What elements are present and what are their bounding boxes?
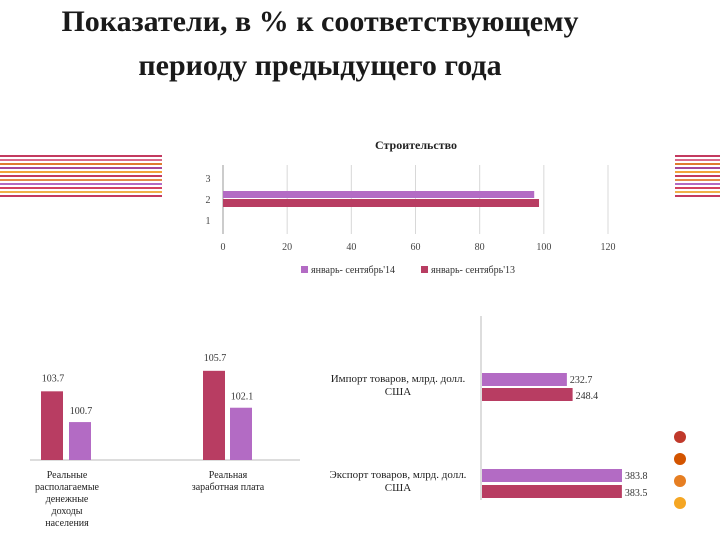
chart-3-data-label-2013: 383.5 <box>625 488 648 499</box>
chart-3-bar-2014 <box>482 373 567 386</box>
chart-1-x-tick-label: 80 <box>475 242 485 253</box>
stripe-line <box>0 159 162 161</box>
decorative-dot <box>674 431 686 443</box>
slide-title-line-1: Показатели, в % к соответствующему <box>61 5 579 38</box>
stripe-line <box>675 167 720 169</box>
stripe-line <box>0 179 162 181</box>
stripe-line <box>0 183 162 185</box>
chart-3-category-label: Экспорт товаров, млрд. долл. США <box>330 469 467 494</box>
slide-title: Показатели, в % к соответствующему перио… <box>0 0 640 88</box>
chart-2-data-label-2014: 102.1 <box>231 392 254 403</box>
stripe-line <box>0 187 162 189</box>
stripe-line <box>675 179 720 181</box>
chart-1-y-tick-label: 1 <box>206 216 211 227</box>
stripe-line <box>0 163 162 165</box>
stripe-line <box>675 195 720 197</box>
decorative-dot <box>674 453 686 465</box>
stripe-line <box>675 183 720 185</box>
stripe-line <box>0 171 162 173</box>
chart-1-legend-label-2014: январь- сентябрь'14 <box>311 265 395 276</box>
chart-1-x-tick-label: 40 <box>346 242 356 253</box>
chart-3-data-label-2013: 248.4 <box>576 391 599 402</box>
chart-2-data-label-2013: 103.7 <box>42 373 65 384</box>
decorative-dot <box>674 497 686 509</box>
chart-1-bar-2013 <box>223 199 540 207</box>
chart-1-x-tick-label: 20 <box>282 242 292 253</box>
chart-1-y-tick-label: 2 <box>206 195 211 206</box>
chart-3-data-label-2014: 383.8 <box>625 471 648 482</box>
chart-3-bar-2014 <box>482 469 622 482</box>
chart-2-category-label: Реальные располагаемые денежные доходы насел… <box>35 470 100 529</box>
stripe-line <box>675 191 720 193</box>
slide-title-line-2: периоду предыдущего года <box>138 49 502 82</box>
chart-1-x-tick-label: 60 <box>411 242 421 253</box>
stripe-line <box>0 195 162 197</box>
stripe-line <box>0 191 162 193</box>
decorative-stripes-left <box>0 155 162 200</box>
chart-1-y-tick-label: 3 <box>206 174 211 185</box>
chart-1-title: Строительство <box>375 138 457 152</box>
chart-1-bar-2014 <box>223 191 535 198</box>
chart-2-data-label-2013: 105.7 <box>204 353 227 364</box>
stripe-line <box>675 187 720 189</box>
chart-2-bar-2013 <box>203 370 225 460</box>
chart-2-category-label: Реальная заработная плата <box>192 470 265 493</box>
chart-2-bar-2014 <box>230 407 252 460</box>
chart-1-legend-label-2013: январь- сентябрь'13 <box>431 265 515 276</box>
stripe-line <box>675 175 720 177</box>
chart-1-x-tick-label: 100 <box>536 242 551 253</box>
decorative-dot <box>674 475 686 487</box>
decorative-stripes-right <box>675 155 720 200</box>
chart-3-category-label: Импорт товаров, млрд. долл. США <box>331 373 466 398</box>
chart-2-data-label-2014: 100.7 <box>70 406 93 417</box>
chart-1-x-tick-label: 0 <box>221 242 226 253</box>
chart-2-bar-2014 <box>69 422 91 460</box>
stripe-line <box>0 175 162 177</box>
stripe-line <box>675 171 720 173</box>
stripe-line <box>0 155 162 157</box>
stripe-line <box>675 159 720 161</box>
stripe-line <box>675 163 720 165</box>
chart-3-bar-2013 <box>482 388 573 401</box>
stripe-line <box>0 167 162 169</box>
chart-3-bar-2013 <box>482 485 622 498</box>
chart-2-bar-2013 <box>41 391 63 460</box>
chart-1-x-tick-label: 120 <box>601 242 616 253</box>
stripe-line <box>675 155 720 157</box>
chart-1-legend-swatch-2013 <box>421 266 428 273</box>
chart-1-legend-swatch-2014 <box>301 266 308 273</box>
chart-3-data-label-2014: 232.7 <box>570 375 593 386</box>
